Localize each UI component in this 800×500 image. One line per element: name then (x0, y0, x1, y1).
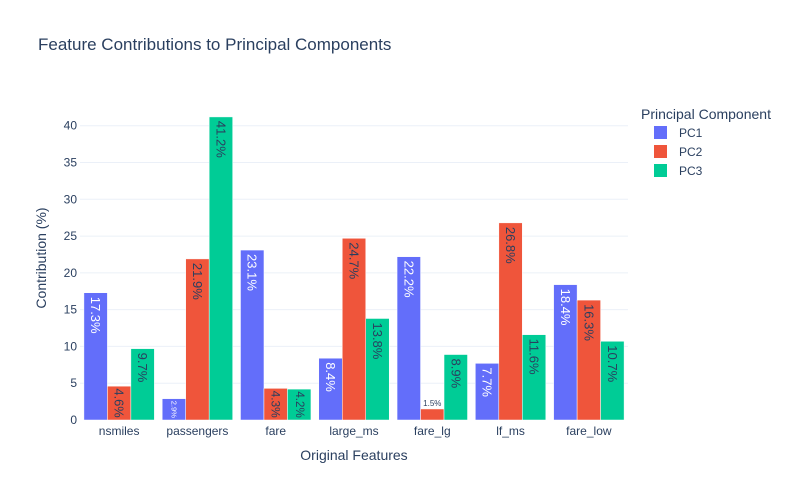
data-label: 18.4% (558, 289, 573, 326)
data-label: 4.6% (112, 388, 127, 417)
x-axis-title: Original Features (300, 447, 407, 463)
x-tick-label: large_ms (329, 424, 378, 438)
legend-title: Principal Component (641, 106, 771, 122)
x-tick-label: passengers (166, 424, 228, 438)
bar-pc3-fare-lg (443, 354, 468, 421)
data-label: 9.7% (135, 353, 150, 383)
bars-layer (83, 116, 625, 421)
y-tick-label: 25 (64, 229, 78, 243)
y-tick-label: 20 (64, 266, 78, 280)
x-tick-label: lf_ms (496, 424, 525, 438)
y-ticks: 0 5 10 15 20 25 30 35 40 (64, 119, 78, 427)
bar-pc2-fare-lg (420, 408, 445, 421)
data-label: 13.8% (370, 322, 385, 359)
legend-swatch-pc1 (654, 126, 667, 139)
data-label: 1.5% (423, 399, 441, 408)
legend-label-pc3: PC3 (679, 164, 703, 178)
data-label: 4.2% (293, 391, 305, 417)
x-tick-label: fare_low (566, 424, 612, 438)
data-label: 16.3% (581, 304, 596, 341)
legend-label-pc1: PC1 (679, 126, 703, 140)
data-label: 24.7% (347, 242, 362, 279)
bar-pc3-fare-low (600, 341, 625, 421)
bar-pc2-lf-ms (498, 222, 523, 421)
x-tick-label: nsmiles (99, 424, 140, 438)
data-label: 17.3% (88, 297, 103, 334)
data-label: 2.9% (169, 401, 178, 418)
legend-swatch-pc3 (654, 164, 667, 177)
bar-pc1-fare (240, 249, 265, 421)
data-label: 23.1% (245, 254, 260, 291)
data-labels-layer: 17.3% 4.6% 9.7% 2.9% 21.9% 41.2% 23.1% 4.3% 4.2%… (88, 121, 620, 418)
x-ticks: nsmiles passengers fare large_ms fare_lg lf_m… (99, 424, 612, 438)
y-tick-label: 10 (64, 339, 78, 353)
data-label: 10.7% (605, 345, 620, 382)
data-label: 22.2% (401, 261, 416, 298)
data-label: 21.9% (190, 263, 205, 300)
y-tick-label: 40 (64, 119, 78, 133)
bar-pc3-large-ms (365, 318, 390, 421)
bar-pc3-lf-ms (522, 334, 547, 421)
data-label: 26.8% (503, 227, 518, 264)
y-tick-label: 30 (64, 192, 78, 206)
y-tick-label: 15 (64, 303, 78, 317)
data-label: 8.4% (323, 362, 338, 392)
legend-swatch-pc2 (654, 145, 667, 158)
legend-label-pc2: PC2 (679, 145, 703, 159)
x-tick-label: fare (265, 424, 286, 438)
y-axis-title: Contribution (%) (33, 207, 49, 308)
bar-pc3-nsmiles (130, 348, 155, 421)
legend: Principal Component PC1 PC2 PC3 (641, 106, 771, 178)
legend-items: PC1 PC2 PC3 (654, 126, 703, 178)
bar-pc3-fare (287, 388, 312, 421)
bar-pc3-passengers (208, 116, 233, 421)
bar-pc1-nsmiles (83, 292, 108, 421)
y-tick-label: 35 (64, 156, 78, 170)
data-label: 4.3% (269, 391, 283, 419)
x-tick-label: fare_lg (414, 424, 451, 438)
data-label: 41.2% (213, 121, 228, 158)
bar-pc1-fare-lg (396, 256, 421, 421)
y-tick-label: 5 (70, 376, 77, 390)
data-label: 8.9% (448, 359, 463, 389)
data-label: 7.7% (480, 367, 495, 397)
chart-title: Feature Contributions to Principal Compo… (38, 35, 391, 54)
y-tick-label: 0 (70, 413, 77, 427)
data-label: 11.6% (527, 339, 542, 375)
